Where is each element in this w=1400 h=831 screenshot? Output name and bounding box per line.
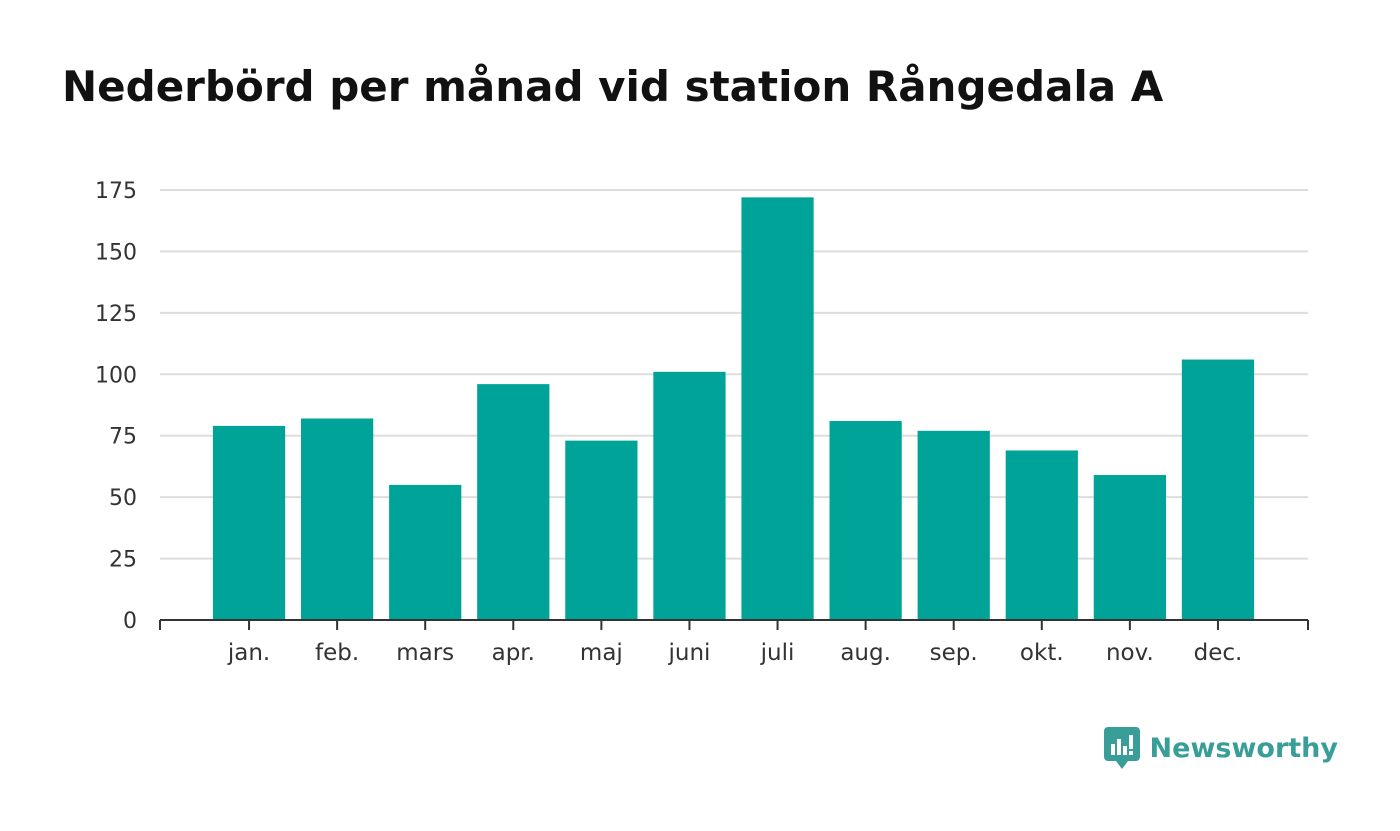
brand-name: Newsworthy bbox=[1149, 732, 1338, 764]
bar-jan bbox=[212, 425, 286, 620]
x-tick-label: mars bbox=[396, 640, 454, 666]
y-tick-label: 50 bbox=[109, 486, 137, 511]
bar-okt bbox=[1005, 450, 1078, 620]
bar-apr bbox=[477, 384, 550, 620]
bar-feb bbox=[301, 418, 374, 620]
bar-juli bbox=[741, 197, 814, 620]
y-tick-label: 25 bbox=[109, 548, 137, 573]
x-tick-label: nov. bbox=[1106, 640, 1154, 666]
y-tick-label: 0 bbox=[123, 609, 137, 634]
y-tick-label: 100 bbox=[95, 363, 137, 388]
bar-juni bbox=[653, 371, 726, 620]
y-tick-labels: 0 25 50 75 100 125 150 175 bbox=[95, 179, 137, 634]
y-tick-label: 175 bbox=[95, 179, 137, 204]
x-tick-label: sep. bbox=[930, 640, 978, 666]
chart-title: Nederbörd per månad vid station Rångedal… bbox=[62, 62, 1164, 111]
x-tick-label: juni bbox=[667, 640, 710, 666]
x-tick-label: juli bbox=[760, 640, 795, 666]
bar-aug bbox=[829, 420, 902, 620]
chart-logo-icon bbox=[1103, 727, 1140, 769]
x-axis bbox=[159, 619, 1309, 630]
bar-mars bbox=[389, 484, 462, 620]
y-tick-label: 75 bbox=[109, 425, 137, 450]
x-tick-label: aug. bbox=[840, 640, 891, 666]
bars bbox=[212, 197, 1255, 620]
brand: Newsworthy bbox=[1103, 727, 1338, 769]
x-tick-label: feb. bbox=[315, 640, 359, 666]
bar-maj bbox=[565, 440, 638, 620]
bar-sep bbox=[917, 430, 990, 620]
x-tick-label: dec. bbox=[1194, 640, 1243, 666]
bar-nov bbox=[1093, 475, 1166, 620]
x-tick-label: okt. bbox=[1020, 640, 1064, 666]
x-tick-label: maj bbox=[580, 640, 623, 666]
x-tick-labels: jan. feb. mars apr. maj juni juli aug. sep. okt. n… bbox=[227, 640, 1242, 666]
y-tick-label: 125 bbox=[95, 302, 137, 327]
x-tick-label: jan. bbox=[227, 640, 270, 666]
x-tick-label: apr. bbox=[492, 640, 535, 666]
y-tick-label: 150 bbox=[95, 240, 137, 265]
bar-dec bbox=[1181, 359, 1255, 620]
